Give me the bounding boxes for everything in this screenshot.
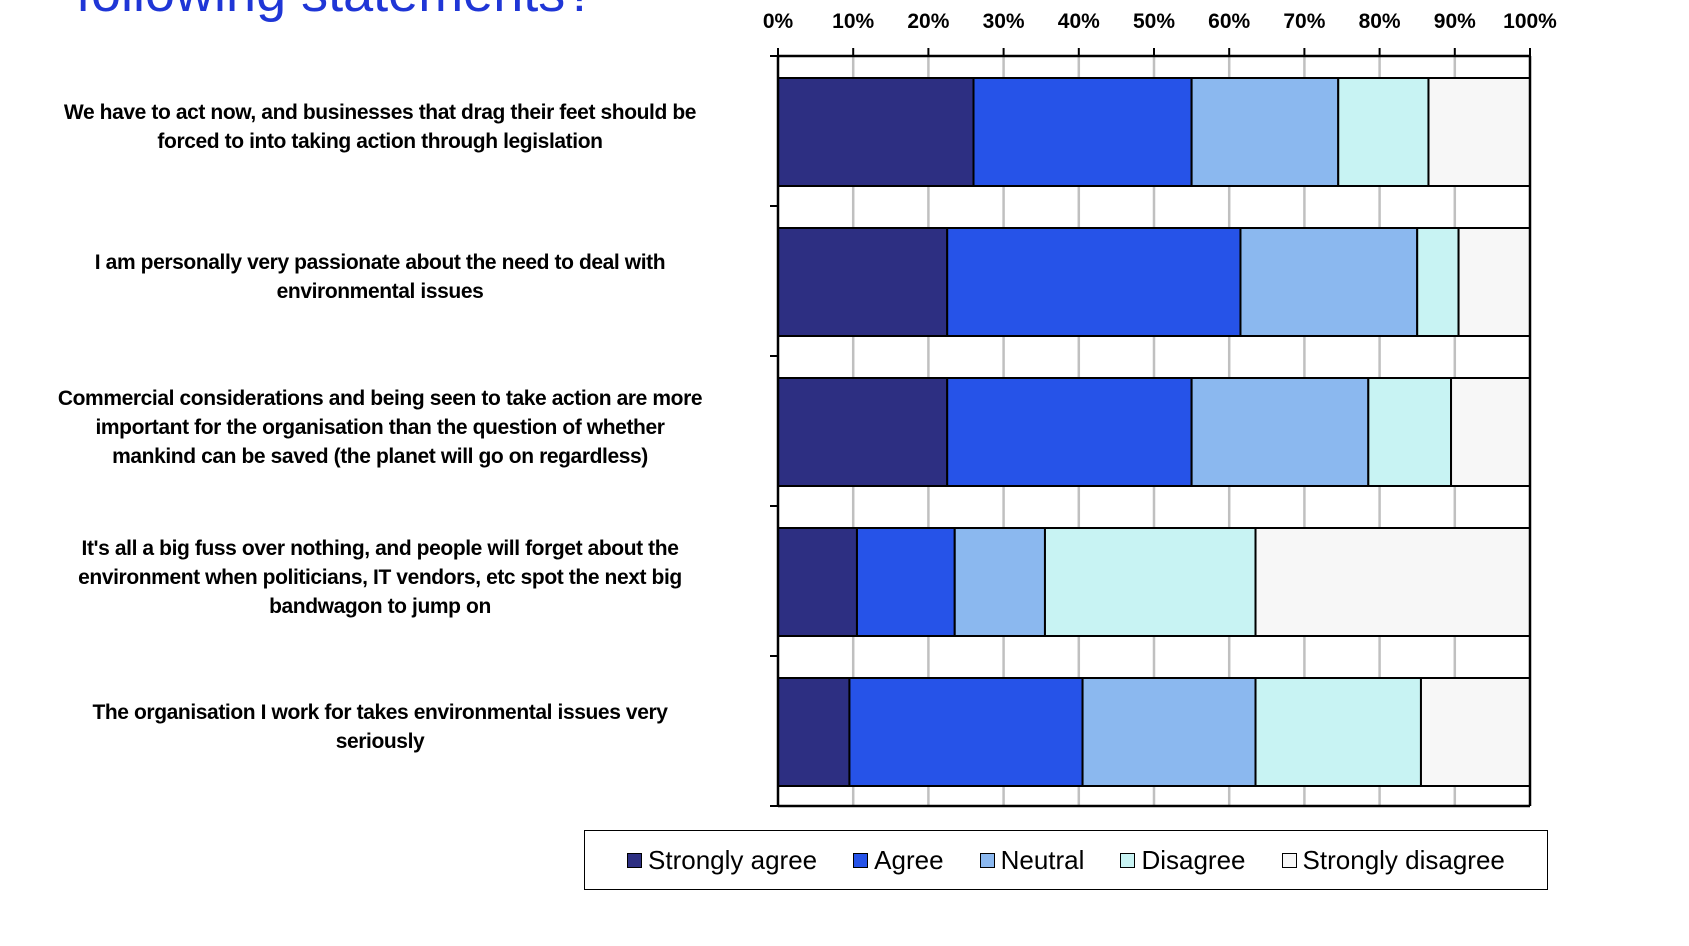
category-label-line: bandwagon to jump on bbox=[269, 594, 491, 618]
bar-shading bbox=[778, 228, 948, 336]
category-label-line: seriously bbox=[335, 730, 425, 753]
bar-shading bbox=[1255, 678, 1421, 786]
legend-item: Strongly disagree bbox=[1281, 844, 1505, 876]
category-label: The organisation I work for takes enviro… bbox=[0, 698, 760, 756]
bar-shading bbox=[1368, 378, 1452, 486]
category-label-line: important for the organisation than the … bbox=[95, 415, 665, 439]
x-tick-label: 40% bbox=[1058, 10, 1100, 33]
category-label: Commercial considerations and being seen… bbox=[0, 384, 760, 471]
category-label-line: mankind can be saved (the planet will go… bbox=[112, 444, 648, 468]
category-label-line: environmental issues bbox=[276, 280, 484, 303]
x-tick-label: 100% bbox=[1503, 10, 1557, 33]
legend-label: Disagree bbox=[1141, 844, 1246, 875]
bar-shading bbox=[1240, 228, 1418, 336]
bar-shading bbox=[1420, 678, 1530, 786]
bar-shading bbox=[1255, 528, 1530, 636]
legend-label: Neutral bbox=[1000, 844, 1085, 875]
bar-shading bbox=[973, 78, 1192, 186]
bar-shading bbox=[1458, 228, 1530, 336]
x-tick-label: 60% bbox=[1208, 10, 1250, 33]
bar-shading bbox=[1082, 678, 1256, 786]
bar-shading bbox=[1428, 78, 1530, 186]
bar-shading bbox=[1417, 228, 1459, 336]
legend-swatch bbox=[1120, 852, 1136, 868]
category-label: It's all a big fuss over nothing, and pe… bbox=[0, 534, 760, 621]
bar-shading bbox=[1191, 78, 1339, 186]
category-label-line: Commercial considerations and being seen… bbox=[57, 386, 703, 410]
bar-shading bbox=[947, 378, 1192, 486]
bar-shading bbox=[856, 528, 955, 636]
category-label-line: forced to into taking action through leg… bbox=[157, 130, 603, 153]
x-tick-label: 30% bbox=[983, 10, 1025, 33]
category-label-line: I am personally very passionate about th… bbox=[94, 251, 666, 274]
legend-item: Neutral bbox=[979, 844, 1085, 876]
bar-shading bbox=[947, 228, 1241, 336]
x-tick-label: 20% bbox=[907, 10, 949, 33]
x-tick-label: 70% bbox=[1283, 10, 1325, 33]
legend-swatch bbox=[979, 852, 995, 868]
legend-swatch bbox=[1281, 852, 1297, 868]
legend-swatch bbox=[627, 852, 643, 868]
bar-shading bbox=[954, 528, 1045, 636]
legend-label: Strongly disagree bbox=[1302, 844, 1505, 875]
bar-shading bbox=[778, 78, 974, 186]
chart-legend: Strongly agree Agree Neutral Disagree Strong… bbox=[584, 830, 1548, 890]
category-label-line: It's all a big fuss over nothing, and pe… bbox=[81, 536, 679, 560]
bar-shading bbox=[1338, 78, 1429, 186]
x-tick-label: 80% bbox=[1359, 10, 1401, 33]
legend-item: Agree bbox=[853, 844, 944, 876]
x-tick-label: 10% bbox=[832, 10, 874, 33]
legend-swatch bbox=[853, 852, 869, 868]
bar-shading bbox=[778, 528, 857, 636]
category-label-line: The organisation I work for takes enviro… bbox=[92, 701, 668, 724]
category-label: I am personally very passionate about th… bbox=[0, 248, 760, 306]
bar-shading bbox=[778, 678, 850, 786]
legend-item: Strongly agree bbox=[627, 845, 817, 876]
x-tick-label: 0% bbox=[763, 10, 794, 33]
category-label: We have to act now, and businesses that … bbox=[0, 98, 760, 156]
category-label-line: environment when politicians, IT vendors… bbox=[78, 565, 682, 589]
x-tick-label: 90% bbox=[1434, 10, 1476, 33]
bar-shading bbox=[1044, 528, 1256, 636]
bar-shading bbox=[1451, 378, 1530, 486]
chart-title: following statements? bbox=[76, 0, 595, 24]
bar-shading bbox=[849, 678, 1083, 786]
legend-item: Disagree bbox=[1120, 844, 1246, 876]
category-label-line: We have to act now, and businesses that … bbox=[63, 101, 697, 124]
bar-shading bbox=[1191, 378, 1369, 486]
legend-label: Strongly agree bbox=[648, 844, 818, 875]
x-tick-label: 50% bbox=[1133, 10, 1175, 33]
legend-label: Agree bbox=[874, 844, 944, 875]
bar-shading bbox=[778, 378, 948, 486]
